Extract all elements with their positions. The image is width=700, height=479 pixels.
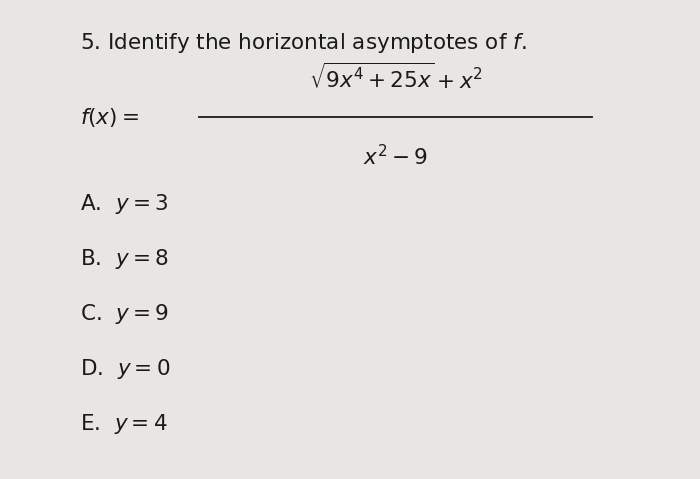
Text: B.  $y = 8$: B. $y = 8$ <box>80 247 169 271</box>
Text: C.  $y = 9$: C. $y = 9$ <box>80 302 169 326</box>
Text: 5. Identify the horizontal asymptotes of $f$.: 5. Identify the horizontal asymptotes of… <box>80 31 527 55</box>
Text: $x^2 - 9$: $x^2 - 9$ <box>363 144 428 169</box>
Text: $f(x) =$: $f(x) =$ <box>80 106 139 129</box>
Text: E.  $y = 4$: E. $y = 4$ <box>80 412 168 436</box>
Text: D.  $y = 0$: D. $y = 0$ <box>80 357 171 381</box>
Text: $\sqrt{9x^4 + 25x} + x^2$: $\sqrt{9x^4 + 25x} + x^2$ <box>309 63 482 93</box>
Text: A.  $y = 3$: A. $y = 3$ <box>80 192 169 216</box>
